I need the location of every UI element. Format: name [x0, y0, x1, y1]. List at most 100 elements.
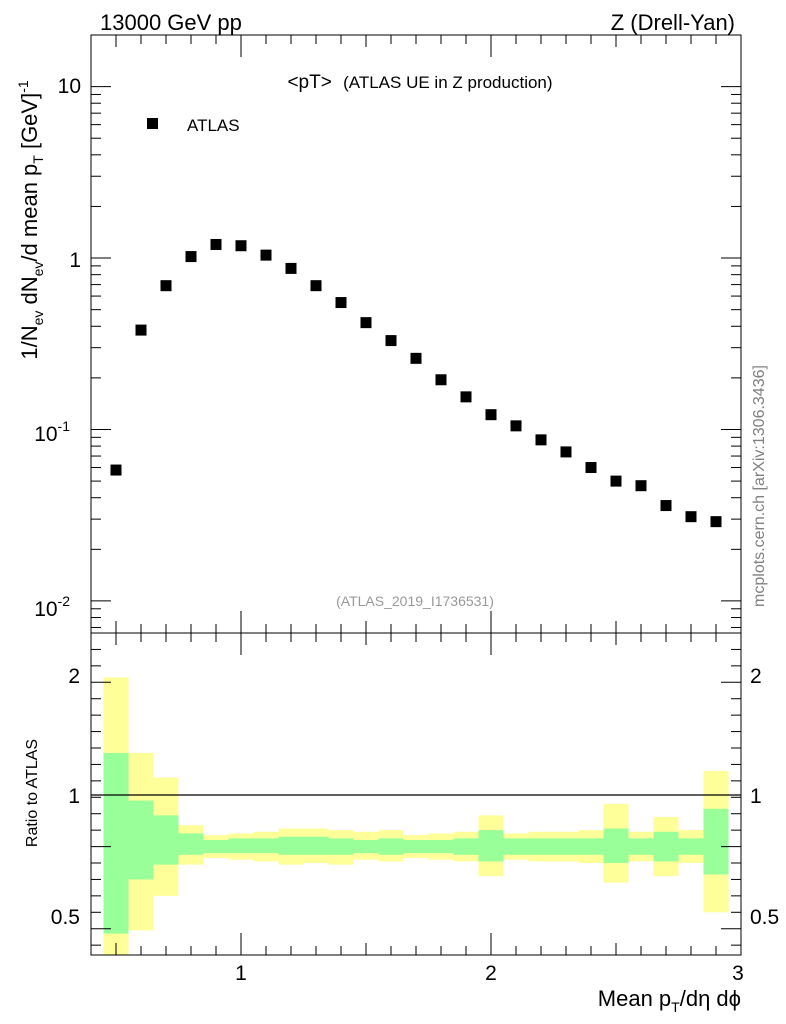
ratio-band-inner: [403, 840, 429, 854]
ytick-label-1e-2-base: 10: [34, 598, 57, 621]
ratio-ytick-label-0-5-right: 0.5: [750, 906, 779, 929]
ytick-label-1e-2: 10-2: [34, 593, 70, 621]
data-point-atlas: [135, 324, 147, 336]
xlabel-part-1: T: [671, 999, 680, 1015]
xtick-label-1: 1: [235, 962, 247, 985]
ratio-band-inner: [428, 840, 454, 854]
ratio-band-inner: [303, 836, 329, 855]
ytick-label-1e-1: 10-1: [34, 418, 70, 446]
ylabel-part-6: [GeV]: [17, 93, 42, 155]
data-point-atlas: [285, 262, 297, 274]
main-y-tick-labels: 10 1 10-1 10-2: [34, 75, 81, 621]
data-point-atlas: [260, 249, 272, 261]
ratio-band-inner: [578, 838, 604, 855]
data-point-atlas: [485, 409, 497, 421]
main-axis-ticks: [90, 34, 742, 633]
data-point-atlas: [610, 475, 622, 487]
ratio-ytick-label-1: 1: [68, 785, 80, 808]
ylabel-part-3: ev: [30, 262, 46, 277]
ratio-ytick-label-0-5: 0.5: [51, 906, 80, 929]
ytick-label-1e-1-base: 10: [34, 423, 57, 446]
data-point-atlas: [335, 297, 347, 309]
data-point-atlas: [585, 462, 597, 474]
ytick-label-1: 1: [69, 249, 81, 272]
ylabel-part-2: dN: [17, 276, 42, 310]
ratio-band-inner: [453, 838, 479, 855]
ratio-band-inner: [628, 838, 654, 855]
ratio-band-inner: [178, 833, 204, 855]
header-left: 13000 GeV pp: [100, 10, 242, 35]
ratio-band-inner: [528, 838, 554, 855]
ratio-uncertainty-bands: [103, 677, 729, 955]
ratio-y-tick-labels-right: 2 1 0.5: [750, 665, 779, 929]
plot-title-sub: (ATLAS UE in Z production): [343, 73, 552, 92]
ratio-band-inner: [103, 752, 129, 934]
main-plot-panel: <pT> (ATLAS UE in Z production) ATLAS (A…: [15, 34, 768, 634]
legend: ATLAS: [147, 116, 240, 135]
ylabel-part-7: -1: [15, 80, 31, 93]
data-point-atlas: [710, 516, 722, 528]
data-point-atlas: [310, 280, 322, 292]
xlabel-part-0: Mean p: [598, 986, 671, 1011]
data-point-atlas: [635, 480, 647, 492]
data-point-atlas: [160, 280, 172, 292]
ytick-label-10: 10: [58, 75, 81, 98]
ytick-label-1e-2-exp: -2: [58, 593, 71, 609]
ratio-band-inner: [328, 838, 354, 855]
plot-title-main: <pT>: [287, 72, 331, 93]
side-label: mcplots.cern.ch [arXiv:1306.3436]: [751, 365, 768, 607]
ratio-band-inner: [153, 815, 179, 865]
data-point-atlas: [685, 511, 697, 523]
ratio-band-inner: [278, 836, 304, 855]
data-point-atlas: [185, 251, 197, 263]
ylabel-part-1: ev: [30, 311, 46, 326]
ratio-band-inner: [703, 808, 729, 875]
ratio-band-inner: [653, 831, 679, 862]
ratio-ytick-label-2-right: 2: [750, 665, 762, 688]
ratio-band-inner: [478, 830, 504, 862]
ratio-plot-panel: Ratio to ATLAS 2 1 0.5 2 1 0.5 1 2 3 Mea…: [24, 632, 779, 1015]
xtick-label-2: 2: [485, 962, 497, 985]
ytick-label-1e-1-exp: -1: [58, 418, 71, 434]
ylabel-part-4: /d mean p: [17, 164, 42, 262]
data-point-atlas: [360, 317, 372, 329]
data-point-atlas: [410, 352, 422, 364]
data-point-atlas: [110, 464, 122, 476]
ratio-band-inner: [553, 838, 579, 855]
ratio-band-inner: [378, 838, 404, 855]
xlabel-part-2: /dη dϕ: [680, 986, 741, 1011]
ylabel-part-5: T: [30, 155, 46, 164]
data-point-atlas: [235, 240, 247, 252]
ratio-axis-ticks: [90, 632, 742, 955]
ratio-band-inner: [228, 838, 254, 854]
data-point-atlas: [660, 500, 672, 512]
legend-entry-atlas: ATLAS: [187, 116, 240, 135]
main-data-points: [110, 238, 722, 528]
data-point-atlas: [510, 420, 522, 432]
ratio-y-tick-labels-left: 2 1 0.5: [51, 665, 80, 929]
ratio-band-inner: [203, 840, 229, 854]
plot-title: <pT> (ATLAS UE in Z production): [287, 72, 552, 93]
ratio-ytick-label-1-right: 1: [750, 785, 762, 808]
ratio-band-inner: [503, 838, 529, 855]
ratio-band-inner: [353, 840, 379, 854]
ratio-plot-frame: [90, 632, 742, 956]
ratio-ytick-label-2: 2: [68, 665, 80, 688]
data-point-atlas: [210, 238, 222, 250]
ratio-band-inner: [128, 800, 154, 880]
xtick-label-3: 3: [732, 962, 744, 985]
ratio-band-inner: [603, 828, 629, 863]
data-point-atlas: [460, 391, 472, 403]
ratio-y-axis-label: Ratio to ATLAS: [24, 739, 41, 847]
data-point-atlas: [560, 446, 572, 458]
header-right: Z (Drell-Yan): [611, 10, 735, 35]
main-y-axis-label: 1/Nev dNev/d mean pT [GeV]-1: [15, 80, 46, 360]
x-tick-labels: 1 2 3: [235, 962, 744, 985]
ratio-band-inner: [253, 838, 279, 854]
data-point-atlas: [435, 374, 447, 386]
legend-marker-square: [147, 118, 158, 129]
data-point-atlas: [385, 335, 397, 347]
ylabel-part-0: 1/N: [17, 325, 42, 359]
data-point-atlas: [535, 434, 547, 446]
